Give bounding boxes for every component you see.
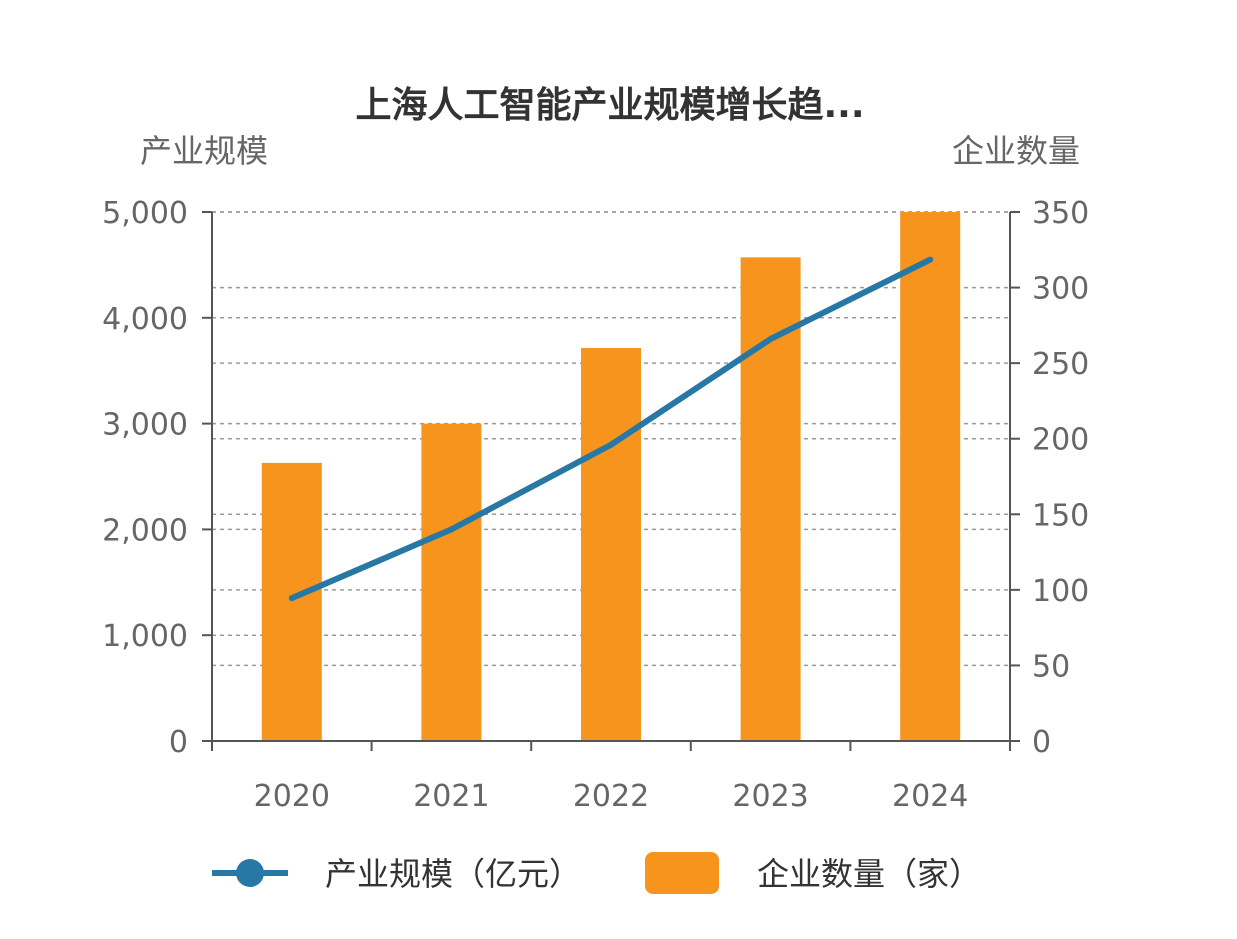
right-tick-label-7: 350 xyxy=(1032,196,1089,231)
right-axis-title: 企业数量 xyxy=(952,132,1080,170)
bar-2022 xyxy=(581,348,641,741)
legend: 产业规模（亿元） 企业数量（家） xyxy=(212,852,981,894)
right-tick-label-1: 50 xyxy=(1032,649,1070,684)
legend-label-count: 企业数量（家） xyxy=(757,855,981,893)
right-tick-label-5: 250 xyxy=(1032,347,1089,382)
left-tick-label-2: 2,000 xyxy=(102,513,188,548)
right-tick-label-4: 200 xyxy=(1032,423,1089,458)
legend-bar-marker xyxy=(645,852,719,894)
x-tick-label-2021: 2021 xyxy=(413,779,489,814)
bar-2020 xyxy=(261,462,322,741)
left-tick-label-5: 5,000 xyxy=(102,196,188,231)
left-tick-label-3: 3,000 xyxy=(102,408,188,443)
left-tick-label-1: 1,000 xyxy=(102,619,188,654)
x-tick-label-2023: 2023 xyxy=(732,779,808,814)
chart-title: 上海人工智能产业规模增长趋... xyxy=(355,85,864,126)
right-tick-label-6: 300 xyxy=(1032,272,1089,307)
left-axis-title: 产业规模 xyxy=(140,132,268,170)
label-layer: 0 1,000 2,000 3,000 4,000 5,000 0 50 100 150 200 25… xyxy=(102,196,1089,814)
line-industry-scale xyxy=(288,256,934,602)
right-tick-label-2: 100 xyxy=(1032,574,1089,609)
legend-line-dot xyxy=(236,859,264,887)
axis-layer xyxy=(202,211,1020,751)
x-tick-label-2024: 2024 xyxy=(892,779,968,814)
legend-label-scale: 产业规模（亿元） xyxy=(325,855,581,893)
right-tick-label-3: 150 xyxy=(1032,498,1089,533)
left-tick-label-4: 4,000 xyxy=(102,302,188,337)
x-tick-label-2020: 2020 xyxy=(254,779,330,814)
line-layer xyxy=(288,256,934,602)
right-tick-label-0: 0 xyxy=(1032,725,1051,760)
bar-layer xyxy=(261,212,961,741)
bar-2024 xyxy=(900,212,961,741)
x-tick-label-2022: 2022 xyxy=(573,779,649,814)
left-tick-label-0: 0 xyxy=(169,725,188,760)
bar-2021 xyxy=(421,423,482,741)
